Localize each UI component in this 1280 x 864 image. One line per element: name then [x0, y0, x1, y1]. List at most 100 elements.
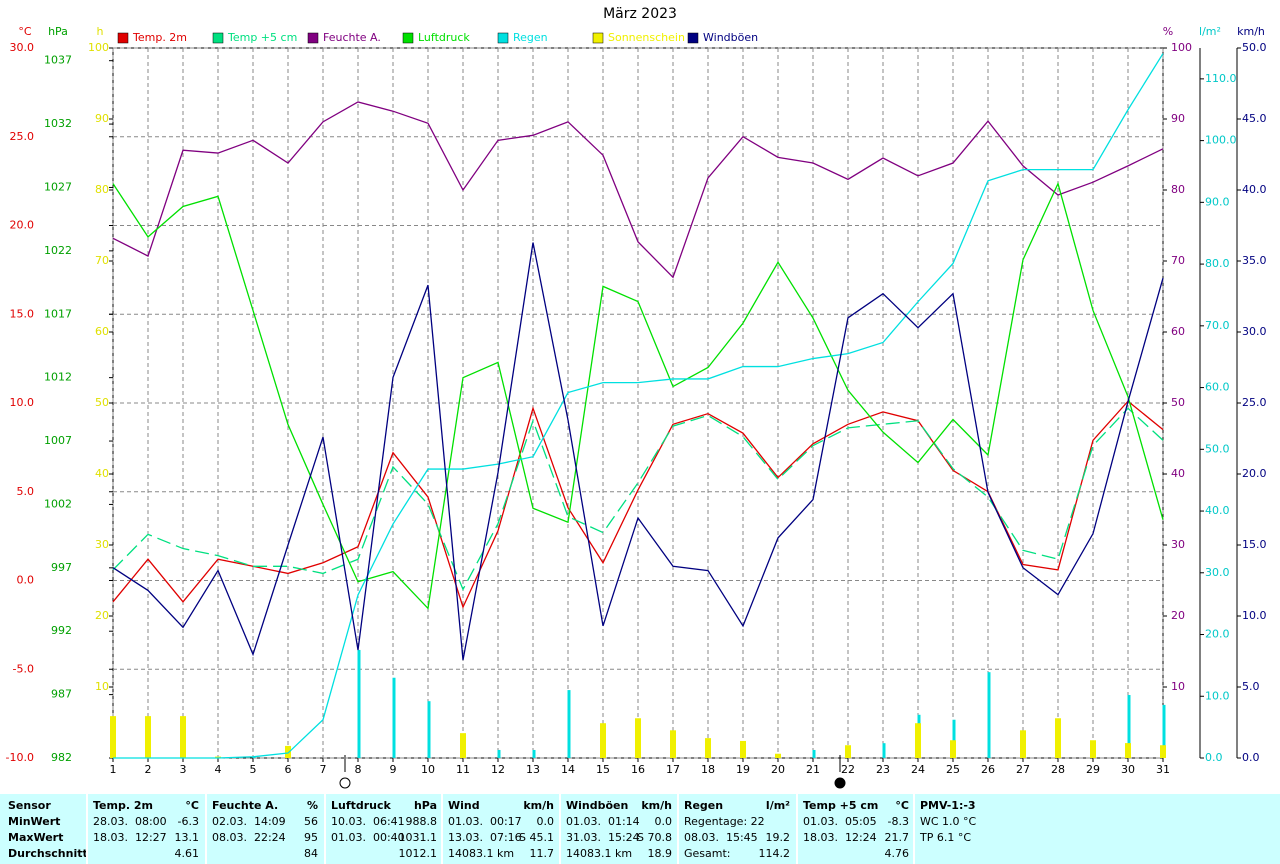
- summary-row: MinWert: [8, 814, 114, 830]
- separator: [86, 794, 88, 864]
- y-tick-label: 80: [1171, 183, 1185, 196]
- new-moon: [834, 777, 846, 789]
- summary-row: TP 6.1 °C: [920, 830, 1026, 846]
- bar: [1127, 695, 1131, 758]
- summary-row: 01.03. 00:40 1031.1: [331, 830, 437, 846]
- legend-swatch: [402, 32, 414, 44]
- row-label: 08.03. 15:45: [684, 831, 758, 844]
- x-tick-label: 12: [491, 763, 505, 776]
- y-tick-label: 100: [88, 41, 109, 54]
- y-tick-label: 60: [95, 325, 109, 338]
- y-tick-label: 90: [1171, 112, 1185, 125]
- summary-row: Regentage: 22: [684, 814, 790, 830]
- legend-swatch: [592, 32, 604, 44]
- y-tick-label: 60: [1171, 325, 1185, 338]
- y-tick-label: 50: [1171, 396, 1185, 409]
- bar: [775, 753, 781, 758]
- y-tick-label: 997: [51, 561, 72, 574]
- y-tick-label: 45.0: [1242, 112, 1267, 125]
- summary-row: Durchschnitt: [8, 846, 114, 862]
- bar: [1055, 718, 1061, 758]
- row-value: 114.2: [758, 847, 791, 860]
- series-line: [112, 181, 1164, 610]
- bar: [1125, 743, 1131, 758]
- y-tick-label: 25.0: [10, 130, 35, 143]
- x-tick-label: 31: [1156, 763, 1170, 776]
- bar: [952, 719, 956, 758]
- x-tick-label: 30: [1121, 763, 1135, 776]
- x-tick-label: 29: [1086, 763, 1100, 776]
- summary-row: 18.03. 12:27 13.1: [93, 830, 199, 846]
- row-label: 01.03. 01:14: [566, 815, 640, 828]
- y-tick-label: 20.0: [10, 219, 35, 232]
- full-moon: [339, 777, 351, 789]
- summary-group: PMV-1:-3 WC 1.0 °C TP 6.1 °C: [920, 798, 1026, 846]
- y-tick-label: 50.0: [1242, 41, 1267, 54]
- y-tick-label: 30.0: [1205, 566, 1230, 579]
- x-tick-label: 25: [946, 763, 960, 776]
- bar: [392, 677, 396, 758]
- row-value: 1012.1: [398, 847, 438, 860]
- row-label: 14083.1 km: [566, 847, 633, 860]
- group-unit: km/h: [641, 799, 672, 812]
- group-unit: l/m²: [765, 799, 790, 812]
- separator: [205, 794, 207, 864]
- row-label: WC 1.0 °C: [920, 815, 977, 828]
- bar: [1020, 730, 1026, 758]
- row-label: 08.03. 22:24: [212, 831, 286, 844]
- chart: März 2023 1 2 3 4 5 6 7 8 9 10 11 12 13 14 15 16 17 18 19 2…: [6, 6, 1267, 789]
- row-label: 10.03. 06:41: [331, 815, 405, 828]
- y-tick-label: 70.0: [1205, 319, 1230, 332]
- legend-label: Temp. 2m: [132, 31, 187, 44]
- summary-row: 28.03. 08:00 -6.3: [93, 814, 199, 830]
- summary-header: Windböen km/h: [566, 798, 672, 814]
- x-tick-label: 9: [390, 763, 397, 776]
- y-tick-label: 30: [1171, 538, 1185, 551]
- x-tick-label: 26: [981, 763, 995, 776]
- row-label: 14083.1 km: [448, 847, 515, 860]
- legend-swatch: [117, 32, 129, 44]
- bar: [705, 738, 711, 758]
- summary-group: Temp +5 cm °C 01.03. 05:05 -8.3 18.03. 12:24…: [803, 798, 909, 862]
- row-label: 02.03. 14:09: [212, 815, 286, 828]
- x-tick-label: 20: [771, 763, 785, 776]
- summary-row: WC 1.0 °C: [920, 814, 1026, 830]
- group-title: Temp. 2m: [93, 799, 153, 812]
- group-title: Luftdruck: [331, 799, 391, 812]
- x-tick-label: 10: [421, 763, 435, 776]
- summary-group: Windböen km/h 01.03. 01:14 0.0 31.03. 15:24 S…: [566, 798, 672, 862]
- legend-swatch: [687, 32, 699, 44]
- x-tick-label: 23: [876, 763, 890, 776]
- y-tick-label: 40.0: [1242, 183, 1267, 196]
- summary-group: Temp. 2m °C 28.03. 08:00 -6.3 18.03. 12:27 13…: [93, 798, 199, 862]
- summary-row: MaxWert: [8, 830, 114, 846]
- group-unit: hPa: [413, 799, 437, 812]
- separator: [441, 794, 443, 864]
- row-value: -6.3: [177, 815, 199, 828]
- row-value: 0.0: [536, 815, 555, 828]
- axis-unit: hPa: [48, 25, 68, 38]
- x-tick-label: 19: [736, 763, 750, 776]
- summary-table: Sensor MinWert MaxWert Durchschnitt Temp. 2m…: [0, 794, 1280, 864]
- group-title: Regen: [684, 799, 724, 812]
- y-tick-label: 982: [51, 751, 72, 764]
- y-tick-label: 10.0: [1242, 609, 1267, 622]
- y-tick-label: 10: [95, 680, 109, 693]
- summary-row: Gesamt: 114.2: [684, 846, 790, 862]
- separator: [913, 794, 915, 864]
- y-tick-label: 0.0: [17, 574, 35, 587]
- row-label: Regentage: 22: [684, 815, 765, 828]
- series-line: [112, 101, 1164, 279]
- group-title: Windböen: [566, 799, 629, 812]
- y-tick-label: 20.0: [1205, 628, 1230, 641]
- bar: [987, 672, 991, 758]
- y-tick-label: 25.0: [1242, 396, 1267, 409]
- bar: [1162, 704, 1166, 758]
- row-value: 4.76: [884, 847, 910, 860]
- y-tick-label: 1002: [44, 497, 72, 510]
- row-value: S 70.8: [637, 831, 672, 844]
- y-tick-label: 1027: [44, 180, 72, 193]
- y-tick-label: 90: [95, 112, 109, 125]
- bar: [460, 733, 466, 758]
- row-label: 28.03. 08:00: [93, 815, 167, 828]
